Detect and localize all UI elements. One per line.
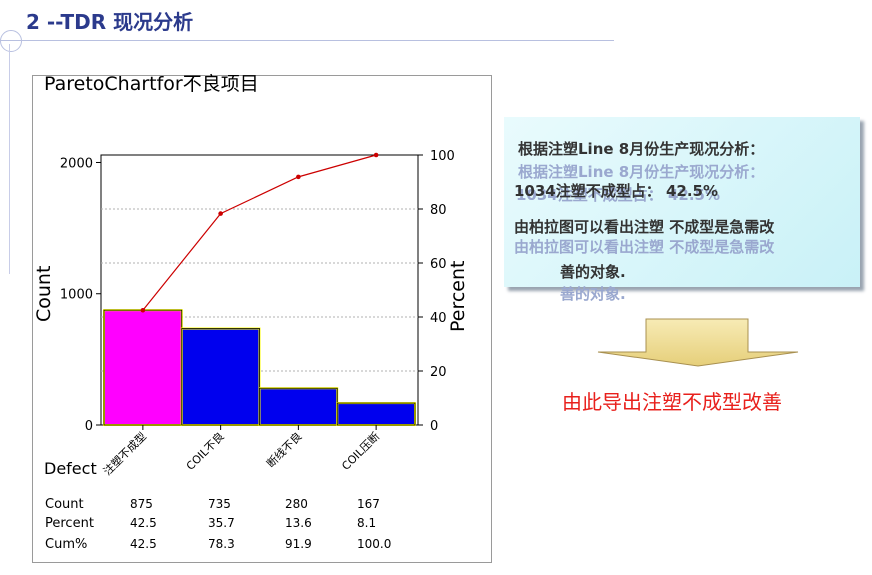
conclusion-text: 由此导出注塑不成型改善 [562,390,782,414]
table-cell: 8.1 [357,516,376,530]
table-row-label: Count [45,497,84,512]
analysis-line2-shadow: 1034注塑不成型占： 42.5% [516,186,721,204]
analysis-line2: 1034注塑不成型占： 42.5% [514,182,719,200]
cumulative-point [296,174,301,180]
table-cell: 91.9 [285,537,312,551]
table-cell: 42.5 [130,516,157,530]
chart-title: ParetoChartfor不良项目 [44,73,259,95]
bar [103,309,183,427]
down-arrow-icon [597,318,799,367]
analysis-line3-shadow: 由柏拉图可以看出注塑 不成型是急需改 [514,238,775,256]
data-table: Count 875 735 280 167 Percent 42.5 35.7 13.6 8.1 C… [45,497,391,552]
cumulative-polyline [142,154,377,311]
title-underline [0,40,614,41]
bar [258,387,339,426]
y-right-tick-label: 0 [430,419,438,434]
analysis-line1-shadow: 根据注塑Line 8月份生产现况分析： [518,163,765,181]
table-cell: 100.0 [357,537,391,551]
table-cell: 78.3 [208,537,235,551]
table-cell: 42.5 [130,537,157,551]
table-cell: 875 [130,497,153,511]
table-row-label: Cum% [45,537,87,552]
table-cell: 167 [357,497,380,511]
cumulative-point [140,307,146,313]
y-right-tick-label: 40 [430,311,447,326]
cumulative-point [218,211,223,216]
y-right-tick-label: 60 [430,257,447,272]
y-right-tick-label: 80 [430,203,447,218]
analysis-line4-shadow: 善的对象. [560,285,626,303]
x-tick-label: COIL压断 [339,429,383,473]
y-right-tick-label: 20 [430,365,447,380]
y-axis-left-label: Count [33,266,55,322]
analysis-line3: 由柏拉图可以看出注塑 不成型是急需改 [514,218,775,236]
decorative-vertical-line [9,44,10,274]
y-axis-right-label: Percent [447,261,469,333]
table-cell: 35.7 [208,516,235,530]
analysis-line1: 根据注塑Line 8月份生产现况分析： [518,140,765,158]
y-right-tick-label: 100 [430,149,455,164]
cumulative-line [140,152,379,313]
decorative-circle [0,30,22,52]
bar [336,402,416,427]
table-cell: 280 [285,497,308,511]
x-tick-label: 断线不良 [263,429,304,470]
bar [180,327,261,426]
analysis-box: 根据注塑Line 8月份生产现况分析： 根据注塑Line 8月份生产现况分析： … [504,117,860,303]
y-left-tick-label: 1000 [60,288,93,303]
bars [103,309,416,427]
x-tick-label: COIL不良 [183,429,227,473]
table-row-label: Percent [45,516,94,531]
cumulative-point [373,152,379,158]
slide-title: 2 --TDR 现况分析 [26,10,194,34]
analysis-line4: 善的对象. [560,263,626,281]
y-left-tick-label: 2000 [60,156,93,171]
table-cell: 13.6 [285,516,312,530]
y-left-tick-label: 0 [85,419,93,434]
x-axis-label: Defect [44,459,97,478]
table-cell: 735 [208,497,231,511]
x-tick-label: 注塑不成型 [100,429,149,478]
